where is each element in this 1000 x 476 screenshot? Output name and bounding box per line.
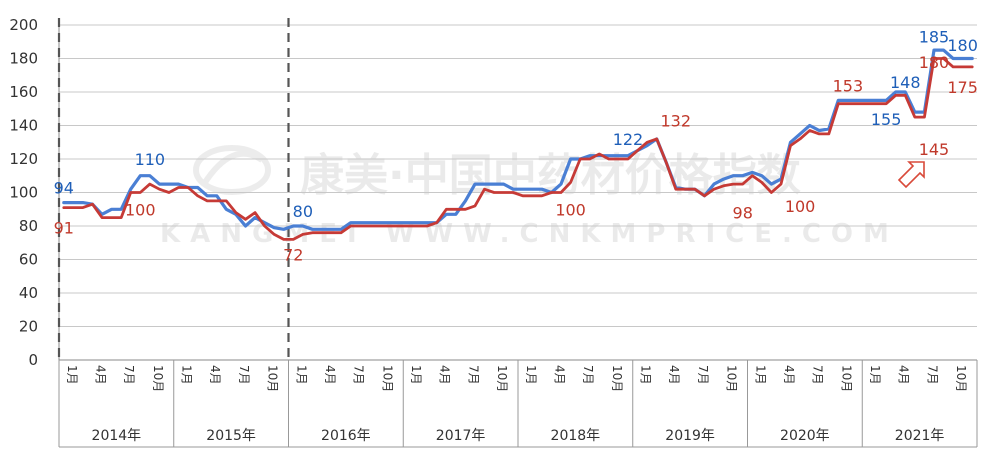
x-tick-label: 7月 [122, 365, 136, 385]
data-label: 100 [125, 200, 156, 219]
series-line [62, 57, 974, 241]
year-label: 2020年 [780, 428, 830, 444]
x-tick-label: 4月 [897, 365, 911, 385]
data-label: 180 [919, 53, 950, 72]
data-label: 122 [613, 130, 644, 149]
data-label: 91 [54, 219, 74, 238]
x-tick-label: 10月 [725, 365, 739, 392]
x-tick-label: 1月 [639, 365, 653, 385]
year-label: 2019年 [665, 428, 715, 444]
x-tick-label: 7月 [237, 365, 251, 385]
x-tick-label: 4月 [93, 365, 107, 385]
x-tick-label: 4月 [438, 365, 452, 385]
y-tick-label: 120 [9, 150, 38, 168]
x-tick-label: 10月 [839, 365, 853, 392]
y-axis-ticks: 0 20 40 60 80 100 120 140 160 180 200 [9, 16, 38, 369]
x-tick-label: 10月 [954, 365, 968, 392]
data-label: 110 [135, 150, 166, 169]
y-tick-label: 100 [9, 184, 38, 202]
kangmei-logo-icon [193, 145, 271, 195]
x-tick-label: 1月 [868, 365, 882, 385]
x-tick-label: 7月 [581, 365, 595, 385]
series-line [62, 48, 974, 231]
x-tick-label: 10月 [495, 365, 509, 392]
x-tick-label: 1月 [65, 365, 79, 385]
x-tick-label: 10月 [380, 365, 394, 392]
y-tick-label: 200 [9, 16, 38, 34]
year-dividers [57, 18, 978, 448]
y-tick-label: 40 [19, 284, 38, 302]
series-lines [62, 48, 974, 241]
x-tick-label: 10月 [151, 365, 165, 392]
data-label: 80 [293, 202, 313, 221]
x-tick-label: 1月 [180, 365, 194, 385]
gridlines [59, 24, 977, 327]
x-tick-label: 7月 [466, 365, 480, 385]
y-tick-label: 0 [28, 351, 38, 369]
y-tick-label: 160 [9, 83, 38, 101]
x-tick-label: 4月 [552, 365, 566, 385]
year-label: 2018年 [551, 428, 601, 444]
data-label: 155 [871, 110, 902, 129]
year-label: 2021年 [895, 428, 945, 444]
x-tick-label: 1月 [409, 365, 423, 385]
data-label: 175 [947, 78, 978, 97]
data-label: 180 [947, 36, 978, 55]
x-tick-label: 4月 [323, 365, 337, 385]
x-tick-label: 1月 [524, 365, 538, 385]
x-tick-label: 10月 [266, 365, 280, 392]
x-tick-label: 1月 [753, 365, 767, 385]
x-tick-label: 4月 [782, 365, 796, 385]
data-label: 100 [555, 200, 586, 219]
x-tick-label: 7月 [352, 365, 366, 385]
y-tick-label: 180 [9, 50, 38, 68]
data-annotations: 94 91 110 100 80 72 100 122 132 98 100 153 155 148 185… [54, 28, 978, 265]
x-tick-label: 7月 [925, 365, 939, 385]
y-tick-label: 60 [19, 251, 38, 269]
y-tick-label: 20 [19, 318, 38, 336]
x-tick-label: 4月 [667, 365, 681, 385]
y-tick-label: 80 [19, 217, 38, 235]
x-tick-label: 7月 [811, 365, 825, 385]
x-tick-label: 4月 [208, 365, 222, 385]
data-label: 94 [54, 178, 74, 197]
data-label: 185 [919, 28, 950, 47]
year-label: 2014年 [92, 428, 142, 444]
data-label: 145 [919, 140, 950, 159]
data-label: 100 [785, 197, 816, 216]
watermark-subtitle: KANGMEI WWW.CNKMPRICE.COM [160, 219, 899, 249]
data-label: 132 [661, 111, 692, 130]
y-tick-label: 140 [9, 117, 38, 135]
up-right-arrow-icon [897, 161, 925, 189]
x-tick-label: 7月 [696, 365, 710, 385]
year-label: 2017年 [436, 428, 486, 444]
x-tick-label: 10月 [610, 365, 624, 392]
x-axis-month-ticks: 1月 4月 7月 10月 1月 4月 7月 10月 1月 4月 7月 10月 1月 4月 7月 10月 1月 4月… [65, 365, 968, 392]
x-axis-year-labels: 2014年 2015年 2016年 2017年 2018年 2019年 2020年 2021年 [92, 428, 945, 444]
data-label: 148 [890, 73, 921, 92]
data-label: 98 [733, 204, 753, 223]
data-label: 153 [833, 76, 864, 95]
data-label: 72 [283, 245, 303, 264]
year-label: 2016年 [321, 428, 371, 444]
year-label: 2015年 [206, 428, 256, 444]
x-tick-label: 1月 [294, 365, 308, 385]
